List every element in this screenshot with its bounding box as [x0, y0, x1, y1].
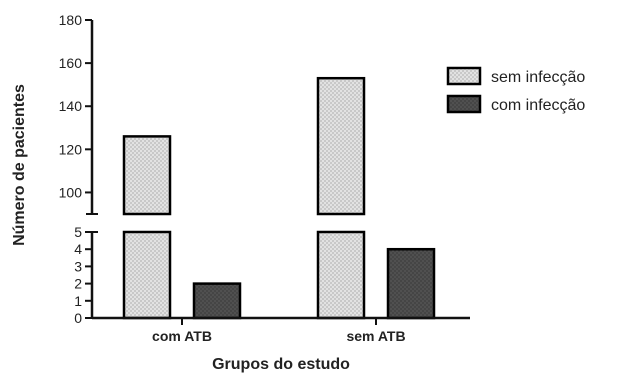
y-tick-label: 4 — [74, 241, 82, 257]
x-tick-label: com ATB — [152, 328, 212, 344]
bar-sem-infeccao-com-atb-lower — [122, 230, 172, 320]
legend: sem infecção com infecção — [446, 66, 585, 114]
x-axis: com ATB sem ATB — [92, 316, 470, 344]
y-tick-label: 120 — [59, 141, 83, 157]
legend-swatch — [446, 94, 482, 114]
x-tick-label: sem ATB — [346, 328, 405, 344]
bar-sem-infeccao-com-atb-upper — [122, 135, 172, 216]
y-tick-label: 100 — [59, 184, 83, 200]
bars — [122, 76, 436, 320]
y-tick-label: 160 — [59, 55, 83, 71]
legend-label: com infecção — [491, 97, 585, 114]
legend-swatch — [446, 66, 482, 86]
bar-sem-infeccao-sem-atb-upper — [316, 76, 366, 216]
legend-label: sem infecção — [491, 69, 585, 86]
y-axis: 012 345 100 120 140 160 180 — [59, 12, 98, 326]
x-axis-title: Grupos do estudo — [212, 356, 350, 373]
y-tick-label: 5 — [74, 224, 82, 240]
y-tick-label: 2 — [74, 276, 82, 292]
y-tick-label: 180 — [59, 12, 83, 28]
y-tick-label: 3 — [74, 258, 82, 274]
y-tick-label: 140 — [59, 98, 83, 114]
bar-break-gap — [316, 215, 366, 231]
bar-com-infeccao-sem-atb — [386, 247, 436, 320]
y-axis-title: Número de pacientes — [11, 84, 28, 246]
bar-break-gap — [122, 215, 172, 231]
bar-com-infeccao-com-atb — [192, 282, 242, 320]
bar-sem-infeccao-sem-atb-lower — [316, 230, 366, 320]
y-tick-label: 0 — [74, 310, 82, 326]
y-tick-label: 1 — [74, 293, 82, 309]
